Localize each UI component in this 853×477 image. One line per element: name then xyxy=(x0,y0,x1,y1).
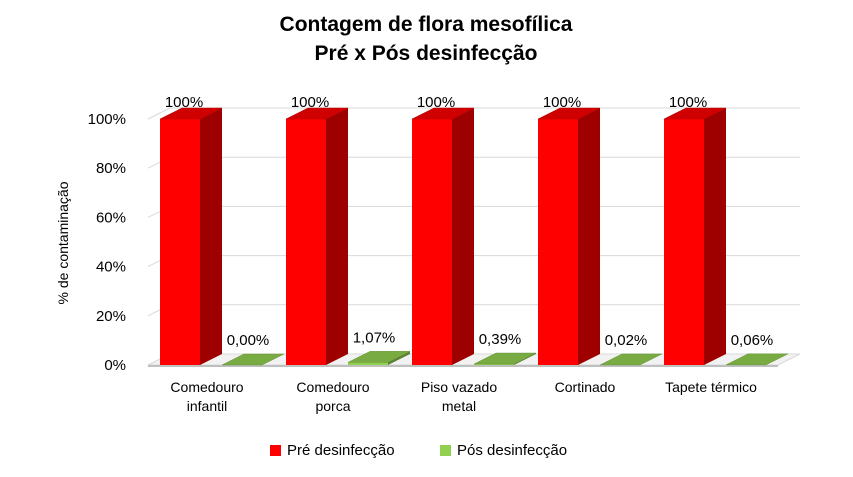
data-label: 100% xyxy=(669,94,707,111)
bar xyxy=(725,353,789,366)
data-label: 0,06% xyxy=(731,332,774,349)
y-tick-label: 20% xyxy=(96,308,126,325)
x-category-label: porca xyxy=(315,398,350,414)
data-label: 100% xyxy=(291,94,329,111)
x-category-label: Piso vazado xyxy=(421,379,497,395)
x-category-label: Cortinado xyxy=(555,379,616,395)
x-axis-categories: Comedouro infantil Comedouro porca Piso vaza… xyxy=(170,379,757,414)
y-tick-label: 40% xyxy=(96,259,126,276)
data-label: 100% xyxy=(543,94,581,111)
x-category-label: infantil xyxy=(187,398,227,414)
bar-front xyxy=(538,119,578,365)
bar-top xyxy=(725,353,789,366)
bar-top xyxy=(473,352,537,365)
x-category-label: metal xyxy=(442,398,476,414)
data-label: 1,07% xyxy=(353,329,396,346)
legend-label: Pré desinfecção xyxy=(287,442,395,459)
x-category-label: Tapete térmico xyxy=(665,379,757,395)
bar xyxy=(285,107,349,365)
y-tick-label: 0% xyxy=(104,357,126,374)
chart-title-group: Contagem de flora mesofílica Pré x Pós d… xyxy=(280,13,573,65)
bar xyxy=(347,351,411,365)
bar-top xyxy=(411,107,475,120)
data-labels: 100% 0,00% 100% 1,07% 100% 0,39% 100% 0,02% 100%… xyxy=(165,94,773,349)
bar-side xyxy=(578,108,600,365)
bar-side xyxy=(452,108,474,365)
bar xyxy=(221,353,285,366)
bar-top xyxy=(663,107,727,120)
legend-swatch xyxy=(270,445,281,456)
bar-front xyxy=(412,119,452,365)
data-label: 100% xyxy=(165,94,203,111)
bar-top xyxy=(159,107,223,120)
x-category-label: Comedouro xyxy=(296,379,369,395)
bar-front xyxy=(348,362,388,365)
data-label: 0,00% xyxy=(227,332,270,349)
data-label: 0,39% xyxy=(479,331,522,348)
bar-top xyxy=(347,351,411,363)
bar-front xyxy=(664,119,704,365)
bar xyxy=(473,352,537,365)
legend: Pré desinfecção Pós desinfecção xyxy=(270,442,567,459)
floor-edge xyxy=(148,365,778,367)
bar-top xyxy=(599,353,663,366)
bar-front xyxy=(474,364,514,365)
x-category-label: Comedouro xyxy=(170,379,243,395)
bar-top xyxy=(537,107,601,120)
bar-side xyxy=(200,108,222,365)
bar xyxy=(663,107,727,365)
bar xyxy=(599,353,663,366)
y-tick-label: 100% xyxy=(88,111,126,128)
bar xyxy=(537,107,601,365)
y-axis-ticks: 0% 20% 40% 60% 80% 100% xyxy=(88,111,126,374)
y-axis-title: % de contaminação xyxy=(55,181,71,304)
legend-swatch xyxy=(440,445,451,456)
bar-front xyxy=(286,119,326,365)
bars xyxy=(159,107,789,366)
data-label: 100% xyxy=(417,94,455,111)
bar-side xyxy=(704,108,726,365)
y-tick-label: 60% xyxy=(96,209,126,226)
chart-subtitle: Pré x Pós desinfecção xyxy=(315,42,538,65)
bar-side xyxy=(388,351,410,365)
bar-top xyxy=(285,107,349,120)
gridline-depth xyxy=(147,107,171,120)
bar xyxy=(411,107,475,365)
chart-title: Contagem de flora mesofílica xyxy=(280,13,573,36)
bar-front xyxy=(160,119,200,365)
y-tick-label: 80% xyxy=(96,160,126,177)
bar-side xyxy=(326,108,348,365)
bar-top xyxy=(221,353,285,366)
bar xyxy=(159,107,223,365)
legend-label: Pós desinfecção xyxy=(457,442,567,459)
data-label: 0,02% xyxy=(605,332,648,349)
